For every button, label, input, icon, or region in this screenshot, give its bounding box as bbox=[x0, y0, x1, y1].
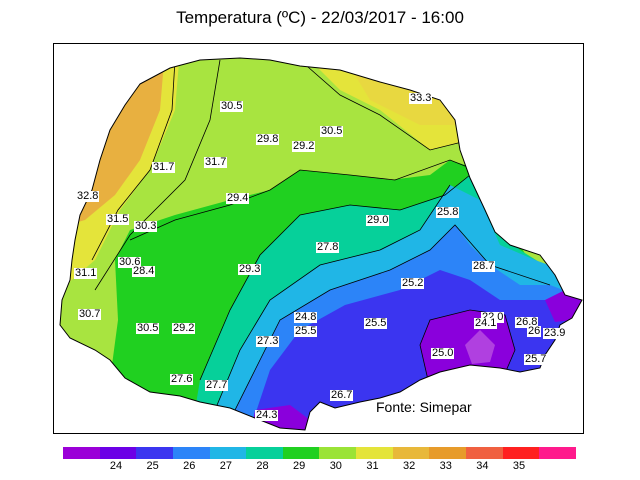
color-swatch bbox=[502, 447, 540, 459]
color-swatch bbox=[466, 447, 503, 459]
source-credit: Fonte: Simepar bbox=[376, 399, 472, 415]
color-swatch bbox=[246, 447, 283, 459]
station-label: 25.5 bbox=[294, 325, 318, 337]
color-scale-tick-label: 34 bbox=[476, 460, 489, 472]
color-swatch bbox=[172, 447, 210, 459]
station-label: 30.6 bbox=[118, 256, 142, 268]
color-swatch bbox=[209, 447, 247, 459]
station-label: 24.8 bbox=[294, 311, 318, 323]
color-scale-tick-label: 24 bbox=[109, 460, 123, 472]
map-frame bbox=[53, 43, 584, 434]
station-label: 26 bbox=[527, 325, 542, 337]
station-label: 29.2 bbox=[292, 140, 316, 152]
station-label: 24.3 bbox=[255, 409, 279, 421]
color-swatch bbox=[319, 447, 357, 459]
station-label: 27.6 bbox=[170, 373, 194, 385]
color-swatch bbox=[539, 447, 576, 459]
station-label: 25.8 bbox=[436, 206, 460, 218]
station-label: 29.8 bbox=[256, 133, 280, 145]
color-scale-tick-label: 35 bbox=[512, 460, 526, 472]
station-label: 27.7 bbox=[205, 379, 229, 391]
station-label: 33.3 bbox=[409, 92, 433, 104]
station-label: 29.3 bbox=[238, 263, 262, 275]
color-scale-tick-label: 32 bbox=[402, 460, 416, 472]
station-label: 25.2 bbox=[401, 277, 425, 289]
station-label: 23.9 bbox=[543, 327, 567, 339]
isotherm-lines bbox=[91, 59, 551, 421]
station-label: 29.0 bbox=[366, 214, 390, 226]
color-scale-tick-label: 28 bbox=[256, 460, 269, 472]
station-label: 27.8 bbox=[316, 241, 340, 253]
color-swatch bbox=[429, 447, 467, 459]
station-label: 32.8 bbox=[76, 190, 100, 202]
color-scale-tick-label: 29 bbox=[293, 460, 306, 472]
station-label: 28.4 bbox=[132, 265, 156, 277]
station-label: 25.0 bbox=[431, 347, 455, 359]
color-scale-tick-label: 30 bbox=[329, 460, 342, 472]
state-border bbox=[59, 57, 583, 431]
station-label: 24.1 bbox=[474, 317, 498, 329]
color-swatch bbox=[282, 447, 320, 459]
color-scale-bar bbox=[63, 447, 576, 459]
station-label: 22.0 bbox=[481, 311, 505, 323]
station-label: 27.3 bbox=[256, 335, 280, 347]
color-swatch bbox=[99, 447, 137, 459]
station-label: 26.7 bbox=[330, 389, 354, 401]
station-label: 31.7 bbox=[152, 161, 176, 173]
station-label: 30.5 bbox=[220, 100, 244, 112]
color-scale-tick-label: 25 bbox=[146, 460, 159, 472]
station-label: 30.5 bbox=[320, 125, 344, 137]
station-label: 31.5 bbox=[106, 213, 130, 225]
station-label: 28.7 bbox=[472, 260, 496, 272]
station-label: 30.5 bbox=[136, 322, 160, 334]
station-label: 26.8 bbox=[515, 316, 539, 328]
color-scale-tick-label: 33 bbox=[439, 460, 452, 472]
color-swatch bbox=[392, 447, 430, 459]
map-title: Temperatura (ºC) - 22/03/2017 - 16:00 bbox=[176, 8, 464, 27]
station-label: 29.4 bbox=[226, 192, 250, 204]
station-label: 25.5 bbox=[364, 317, 388, 329]
color-scale-tick-label: 31 bbox=[366, 460, 379, 472]
color-swatch bbox=[136, 447, 173, 459]
color-swatch bbox=[63, 447, 100, 459]
station-label: 31.7 bbox=[204, 156, 228, 168]
station-label: 31.1 bbox=[74, 267, 98, 279]
station-label: 29.2 bbox=[172, 322, 196, 334]
color-swatch bbox=[356, 447, 393, 459]
color-scale-tick-label: 26 bbox=[183, 460, 196, 472]
station-label: 25.7 bbox=[524, 353, 548, 365]
color-scale-tick-label: 27 bbox=[219, 460, 233, 472]
station-label: 30.3 bbox=[134, 220, 158, 232]
station-label: 30.7 bbox=[78, 308, 102, 320]
